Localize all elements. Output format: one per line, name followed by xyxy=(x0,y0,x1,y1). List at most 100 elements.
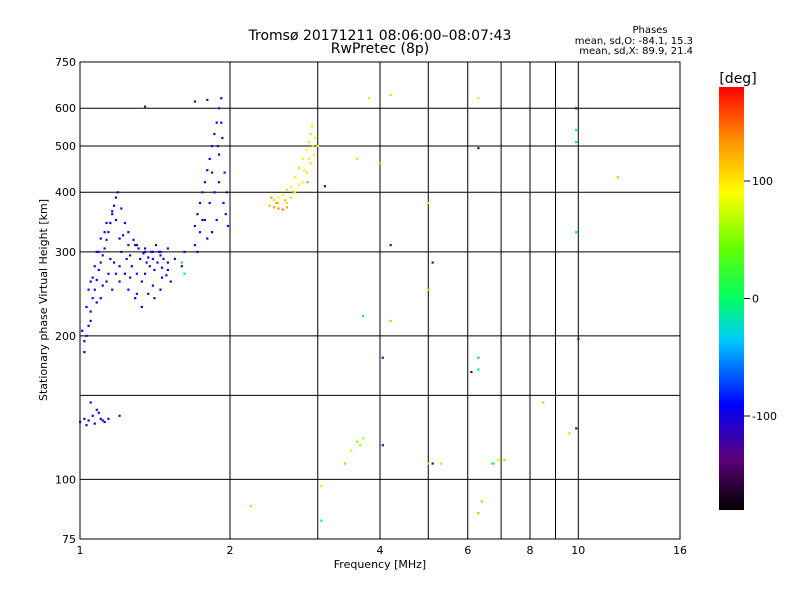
data-point xyxy=(147,292,150,295)
data-point xyxy=(281,193,284,197)
data-point xyxy=(99,261,102,264)
data-point xyxy=(112,204,116,207)
data-point xyxy=(169,280,172,283)
data-point xyxy=(389,319,392,323)
data-point xyxy=(492,462,495,465)
data-point xyxy=(272,206,276,209)
data-point xyxy=(206,237,209,240)
data-point xyxy=(223,171,226,174)
data-point xyxy=(135,272,138,275)
data-point xyxy=(313,136,317,140)
data-point xyxy=(439,462,443,465)
data-point xyxy=(379,162,382,165)
data-point xyxy=(143,272,147,275)
data-point xyxy=(143,250,147,254)
y-tick-label: 600 xyxy=(55,102,76,115)
data-point xyxy=(95,278,98,282)
y-axis-ticks: 75 100 200 300 400 500 600 750 xyxy=(55,56,76,546)
data-point xyxy=(210,144,214,148)
data-point xyxy=(99,417,102,420)
data-point xyxy=(193,224,197,228)
data-point xyxy=(201,191,204,194)
data-point xyxy=(130,265,133,268)
data-point xyxy=(156,261,159,264)
data-point xyxy=(111,210,114,213)
data-point xyxy=(289,196,293,199)
data-point xyxy=(277,207,280,210)
data-point xyxy=(81,329,84,332)
y-tick-label: 75 xyxy=(62,533,76,546)
data-point xyxy=(542,401,545,404)
stats-o: mean, sd,O: -84.1, 15.3 xyxy=(575,36,693,47)
stats-header: Phases xyxy=(632,25,667,36)
data-point xyxy=(193,100,197,103)
data-point xyxy=(99,297,102,300)
data-point xyxy=(220,121,223,124)
data-point xyxy=(95,408,98,411)
data-point xyxy=(114,196,118,199)
data-point xyxy=(477,356,480,359)
data-point xyxy=(91,276,94,279)
data-point xyxy=(140,305,143,309)
data-point xyxy=(196,250,199,254)
data-point xyxy=(301,157,305,161)
data-point xyxy=(206,169,209,172)
data-point xyxy=(496,458,500,461)
data-point xyxy=(575,129,578,132)
data-point xyxy=(203,218,206,222)
grid-lines xyxy=(80,62,680,539)
data-point xyxy=(316,144,319,148)
data-point xyxy=(83,350,86,354)
data-point xyxy=(91,297,94,300)
data-point xyxy=(135,292,138,295)
colorbar-tick-label: -100 xyxy=(752,410,777,423)
data-point xyxy=(216,144,219,148)
data-point xyxy=(313,153,316,156)
data-point xyxy=(111,288,114,291)
data-point xyxy=(103,247,106,250)
data-point xyxy=(107,231,110,234)
data-point xyxy=(129,276,132,279)
data-point xyxy=(193,244,197,247)
data-point xyxy=(292,191,295,194)
data-point xyxy=(297,183,301,186)
data-point xyxy=(166,261,169,264)
data-point xyxy=(268,204,271,207)
data-point xyxy=(320,484,323,487)
y-tick-label: 300 xyxy=(55,246,76,259)
data-point xyxy=(159,254,162,257)
data-point xyxy=(575,231,578,234)
data-point xyxy=(201,218,204,222)
data-point xyxy=(127,244,130,247)
data-point xyxy=(470,370,473,374)
data-point xyxy=(305,171,308,174)
x-tick-label: 10 xyxy=(571,544,585,557)
data-point xyxy=(427,462,430,465)
data-point xyxy=(208,201,211,205)
data-point xyxy=(224,213,227,216)
data-point xyxy=(118,237,121,240)
data-point xyxy=(277,196,280,199)
x-axis-ticks: 1 2 4 6 8 10 16 xyxy=(77,544,688,557)
data-point xyxy=(105,280,108,283)
data-point xyxy=(198,201,202,205)
data-point xyxy=(311,144,314,148)
data-point xyxy=(166,247,169,250)
data-point xyxy=(151,284,155,287)
y-axis-label: Stationary phase Virtual Height [km] xyxy=(37,199,50,401)
data-point xyxy=(148,265,151,268)
data-point xyxy=(107,417,110,420)
data-point xyxy=(284,199,287,202)
data-point xyxy=(127,231,130,234)
data-point xyxy=(160,266,164,269)
data-point xyxy=(159,250,162,254)
colorbar-tick-label: 0 xyxy=(752,293,759,306)
data-point xyxy=(118,280,121,283)
data-point xyxy=(134,297,137,300)
data-point xyxy=(350,449,353,452)
data-point xyxy=(151,250,155,254)
data-point xyxy=(103,231,106,234)
data-point xyxy=(154,244,158,247)
data-point xyxy=(87,324,90,327)
data-point xyxy=(359,444,362,447)
